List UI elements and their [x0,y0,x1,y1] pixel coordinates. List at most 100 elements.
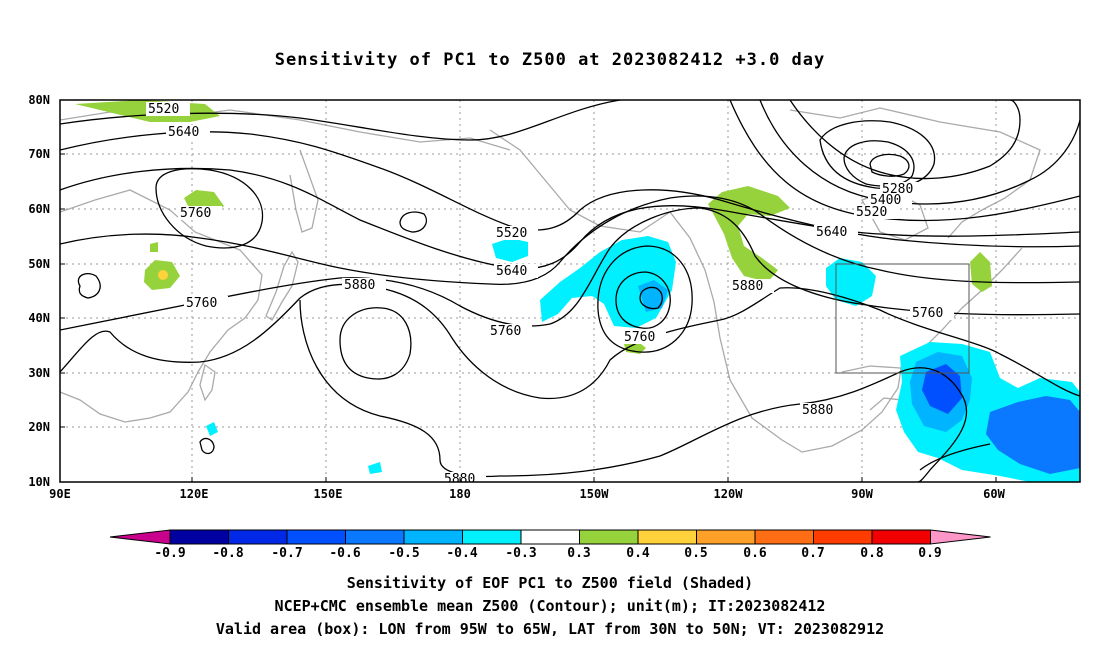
legend-label: 0.7 [801,546,824,561]
lon-label: 90E [49,487,71,501]
contour-label: 5640 [496,264,527,279]
graticule [60,100,1080,482]
lat-label: 40N [28,311,50,325]
contour-label: 5760 [180,206,211,221]
longitude-labels: 90E 120E 150E 180 150W 120W 90W 60W [49,487,1005,501]
caption-valid-area: Valid area (box): LON from 95W to 65W, L… [215,620,885,638]
lat-label: 20N [28,420,50,434]
legend-color-box [286,529,346,545]
lat-label: 80N [28,93,50,107]
legend-label: -0.5 [388,546,419,561]
negative-sensitivity-area [826,258,876,306]
legend-color-box [813,529,873,545]
positive-sensitivity-area [708,186,790,282]
lon-label: 150E [314,487,343,501]
contour-label: 5400 [870,193,901,208]
legend-label: -0.6 [329,546,360,561]
lat-label: 10N [28,475,50,489]
legend-arrow-low [109,529,171,545]
valid-area-box [835,263,970,374]
legend-color-box [169,529,229,545]
contour-line [299,299,968,482]
asia-coast [60,189,263,423]
legend-color-box [228,529,288,545]
negative-sensitivity-area [492,238,528,262]
legend-color-box [345,529,405,545]
legend-color-box [520,529,580,545]
contour-line [789,100,1021,180]
philippines [199,363,216,402]
contour-line [615,271,671,329]
contour-line [60,207,1080,331]
legend-color-box [579,529,639,545]
contour-line [843,140,915,187]
contour-label: 5880 [732,279,763,294]
negative-sensitivity-area [922,364,962,414]
contour-line [77,272,101,299]
canada-arctic-coast [789,107,1041,239]
contour-label: 5880 [802,403,833,418]
positive-sensitivity-peak [158,270,168,280]
legend-label: 0.9 [918,546,941,561]
contour-label: 5760 [490,324,521,339]
lon-label: 60W [983,487,1005,501]
latitude-labels: 80N 70N 60N 50N 40N 30N 20N 10N [28,93,50,489]
lat-label: 70N [28,147,50,161]
contour-line [639,286,663,310]
japan [265,250,299,321]
color-legend [109,529,991,545]
contour-label: 5520 [856,205,887,220]
contour-line [399,211,427,233]
lon-label: 90W [851,487,873,501]
negative-sensitivity-area [986,396,1080,474]
legend-label: 0.8 [860,546,884,561]
plot-title: Sensitivity of PC1 to Z500 at 2023082412… [274,50,826,70]
lat-label: 60N [28,202,50,216]
positive-sensitivity-area [150,242,158,252]
lon-label: 150W [580,487,610,501]
contour-label: 5520 [148,102,179,117]
legend-color-box [871,529,931,545]
contour-line [155,168,264,249]
legend-color-box [462,529,522,545]
contour-line [819,120,936,189]
contour-line [60,131,1080,248]
negative-sensitivity-area [368,462,382,474]
legend-label: -0.9 [154,546,185,561]
legend-label: 0.6 [743,546,767,561]
negative-sensitivity-area [206,422,218,436]
caption-contour: NCEP+CMC ensemble mean Z500 (Contour); u… [274,597,826,615]
contour-label: 5760 [624,330,655,345]
legend-label: -0.7 [271,546,302,561]
contour-label: 5760 [186,296,217,311]
legend-label: 0.4 [626,546,650,561]
map-frame [59,99,1081,483]
lat-label: 30N [28,366,50,380]
axis-ticks [59,99,997,483]
lon-label: 120W [714,487,744,501]
contour-line [199,437,215,455]
contour-line [60,167,1080,270]
contour-line [60,195,1080,286]
lon-label: 180 [449,487,471,501]
legend-label: -0.4 [446,546,477,561]
legend-label: -0.3 [505,546,536,561]
contour-line [919,443,991,471]
legend-color-box [696,529,756,545]
contour-line [339,307,412,380]
legend-color-box [754,529,814,545]
legend-label: -0.8 [212,546,243,561]
contour-line [759,100,1080,205]
contour-label: 5640 [168,125,199,140]
contour-label: 5640 [816,225,847,240]
legend-color-box [637,529,697,545]
contour-line [597,245,693,353]
lat-label: 50N [28,257,50,271]
legend-arrow-high [930,529,991,545]
caption-shading: Sensitivity of EOF PC1 to Z500 field (Sh… [346,574,754,592]
contour-label: 5520 [496,226,527,241]
negative-sensitivity-area [540,236,676,328]
contour-labels: 5520 5640 5760 5520 5640 5760 5880 5760 … [146,102,954,482]
contour-label: 5760 [912,306,943,321]
